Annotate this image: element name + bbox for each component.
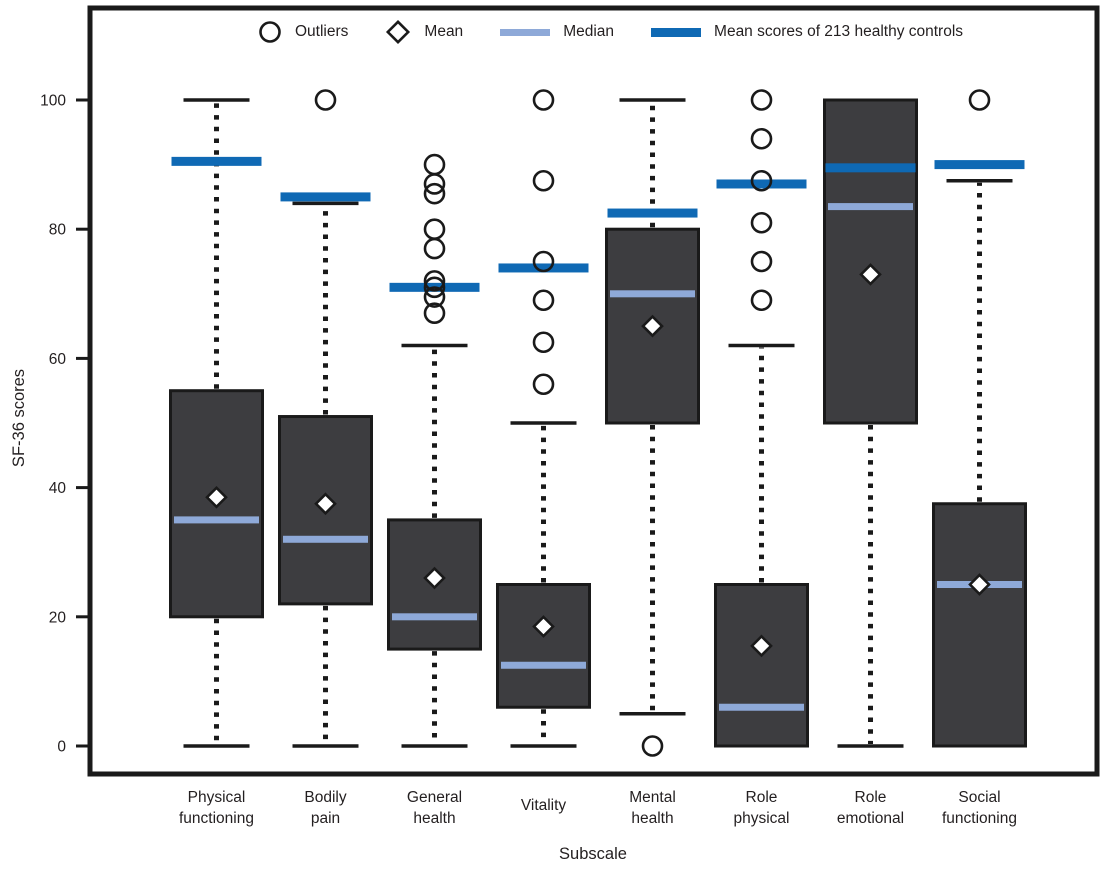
outlier-point (750, 289, 773, 312)
outlier-point (532, 373, 555, 396)
healthy-mean-line (607, 208, 698, 218)
outlier-circle-icon (259, 21, 281, 43)
legend-median-label: Median (563, 23, 615, 40)
y-tick-label: 100 (40, 93, 66, 110)
y-axis-title: SF-36 scores (10, 369, 28, 467)
outlier-point (532, 169, 555, 192)
outlier-point (750, 250, 773, 273)
legend-item-healthy-controls: Mean scores of 213 healthy controls (651, 23, 963, 41)
median-line (392, 613, 477, 621)
mean-marker (641, 314, 664, 338)
median-line (283, 535, 368, 543)
x-category-label: Social functioning (942, 789, 1017, 827)
iqr-box (714, 583, 809, 748)
outlier-point (532, 331, 555, 354)
mean-marker (205, 485, 228, 509)
mean-marker (314, 492, 337, 516)
outlier-point (532, 250, 555, 273)
outlier-point (423, 173, 446, 195)
outlier-point (423, 182, 446, 205)
median-line (828, 203, 913, 211)
outlier-point (423, 153, 446, 176)
outlier-point (423, 218, 446, 240)
outlier-point (750, 169, 773, 192)
outlier-point (423, 286, 446, 308)
legend: Outliers Mean Median Mean scores of 213 … (258, 19, 963, 45)
outlier-point (641, 735, 664, 757)
iqr-box (496, 583, 591, 709)
healthy-mean-line (716, 179, 807, 189)
outlier-point (423, 302, 446, 324)
outlier-point (532, 289, 555, 312)
y-tick-label: 20 (49, 609, 67, 626)
mean-marker (750, 634, 773, 658)
healthy-mean-line (825, 163, 916, 173)
x-category-label: Physical functioning (179, 789, 254, 827)
x-axis-title: Subscale (559, 845, 627, 863)
healthy-mean-line-swatch (651, 27, 702, 37)
healthy-mean-line (934, 160, 1025, 170)
median-line-swatch (500, 28, 551, 36)
healthy-mean-line (498, 263, 589, 273)
outlier-point (750, 89, 773, 111)
median-line (610, 290, 695, 298)
legend-item-mean: Mean (385, 19, 463, 45)
mean-diamond-icon (386, 19, 411, 45)
iqr-box (823, 98, 918, 425)
plot-frame (87, 5, 1100, 777)
y-tick-label: 60 (49, 351, 67, 368)
outlier-point (532, 89, 555, 111)
outlier-point (423, 237, 446, 260)
y-tick-label: 40 (49, 480, 67, 497)
healthy-mean-line (280, 192, 371, 202)
iqr-box (932, 502, 1027, 748)
y-tick-label: 80 (49, 222, 67, 239)
outlier-point (968, 89, 991, 111)
legend-outliers-label: Outliers (295, 23, 349, 40)
x-category-label: Vitality (521, 797, 567, 814)
outlier-point (750, 127, 773, 150)
mean-marker (532, 615, 555, 638)
x-category-label: Mental health (629, 789, 676, 827)
healthy-mean-line (171, 156, 262, 166)
legend-healthy-controls-label: Mean scores of 213 healthy controls (714, 23, 964, 40)
median-line (174, 516, 259, 524)
x-category-label: General health (407, 789, 462, 827)
legend-mean-label: Mean (424, 23, 464, 40)
mean-marker (968, 573, 991, 596)
legend-item-outliers: Outliers (258, 20, 348, 44)
outlier-point (750, 211, 773, 234)
mean-marker (859, 263, 882, 286)
x-category-label: Bodily pain (304, 789, 346, 827)
outlier-point (423, 276, 446, 299)
median-line (719, 703, 804, 711)
legend-item-median: Median (500, 23, 614, 41)
outlier-point (314, 89, 337, 111)
y-tick-label: 0 (57, 739, 66, 756)
mean-marker (423, 566, 446, 590)
outlier-point (423, 270, 446, 292)
x-category-label: Role emotional (837, 789, 904, 827)
x-category-label: Role physical (734, 789, 790, 827)
median-line (501, 661, 586, 669)
